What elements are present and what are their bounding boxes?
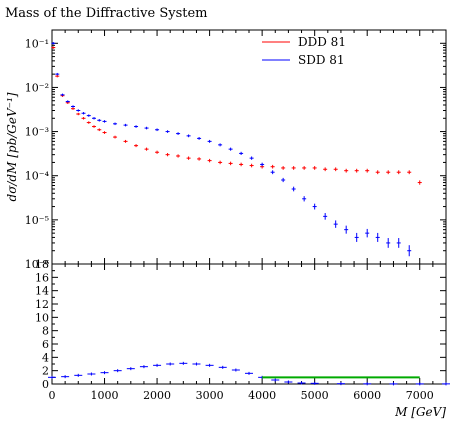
main-plot: 10⁻¹ 10⁻² 10⁻³ 10⁻⁴ 10⁻⁵ 10⁻⁶ dσ/dM [pb/GeV⁻¹… xyxy=(5,29,447,271)
ratio-y-tick-label: 6 xyxy=(42,338,49,351)
x-tick-label: 3000 xyxy=(196,389,224,402)
ratio-y-tick-label: 8 xyxy=(42,325,49,338)
x-tick-label: 6000 xyxy=(353,389,381,402)
y-tick-label: 10⁻⁶ xyxy=(25,258,50,271)
x-tick-label: 7000 xyxy=(406,389,434,402)
ratio-y-tick-label: 14 xyxy=(35,285,49,298)
x-tick-label: 1000 xyxy=(91,389,119,402)
legend-label-ddd: DDD 81 xyxy=(298,35,346,49)
y-tick-label: 10⁻⁴ xyxy=(25,170,50,183)
x-tick-label: 0 xyxy=(49,389,56,402)
y-tick-label: 10⁻³ xyxy=(25,126,49,139)
y-tick-label: 10⁻² xyxy=(25,81,49,94)
ratio-y-tick-label: 18 xyxy=(35,258,49,271)
y-tick-label: 10⁻¹ xyxy=(25,37,49,50)
ratio-plot-frame xyxy=(51,263,447,385)
y-axis-label: dσ/dM [pb/GeV⁻¹] xyxy=(5,92,19,201)
ratio-y-tick-label: 2 xyxy=(42,365,49,378)
legend: DDD 81 SDD 81 xyxy=(262,35,346,67)
ratio-y-tick-label: 0 xyxy=(42,378,49,391)
ratio-y-tick-label: 10 xyxy=(35,311,49,324)
ratio-y-tick-label: 16 xyxy=(35,271,49,284)
main-plot-frame xyxy=(51,29,447,265)
x-tick-label: 4000 xyxy=(248,389,276,402)
y-tick-label: 10⁻⁵ xyxy=(25,214,49,227)
x-tick-label: 2000 xyxy=(143,389,171,402)
ratio-y-tick-label: 12 xyxy=(35,298,49,311)
chart-title: Mass of the Diffractive System xyxy=(5,6,208,21)
x-axis-label: M [GeV] xyxy=(394,405,446,419)
legend-label-sdd: SDD 81 xyxy=(298,53,345,67)
ratio-y-tick-label: 4 xyxy=(42,351,49,364)
x-tick-label: 5000 xyxy=(301,389,329,402)
